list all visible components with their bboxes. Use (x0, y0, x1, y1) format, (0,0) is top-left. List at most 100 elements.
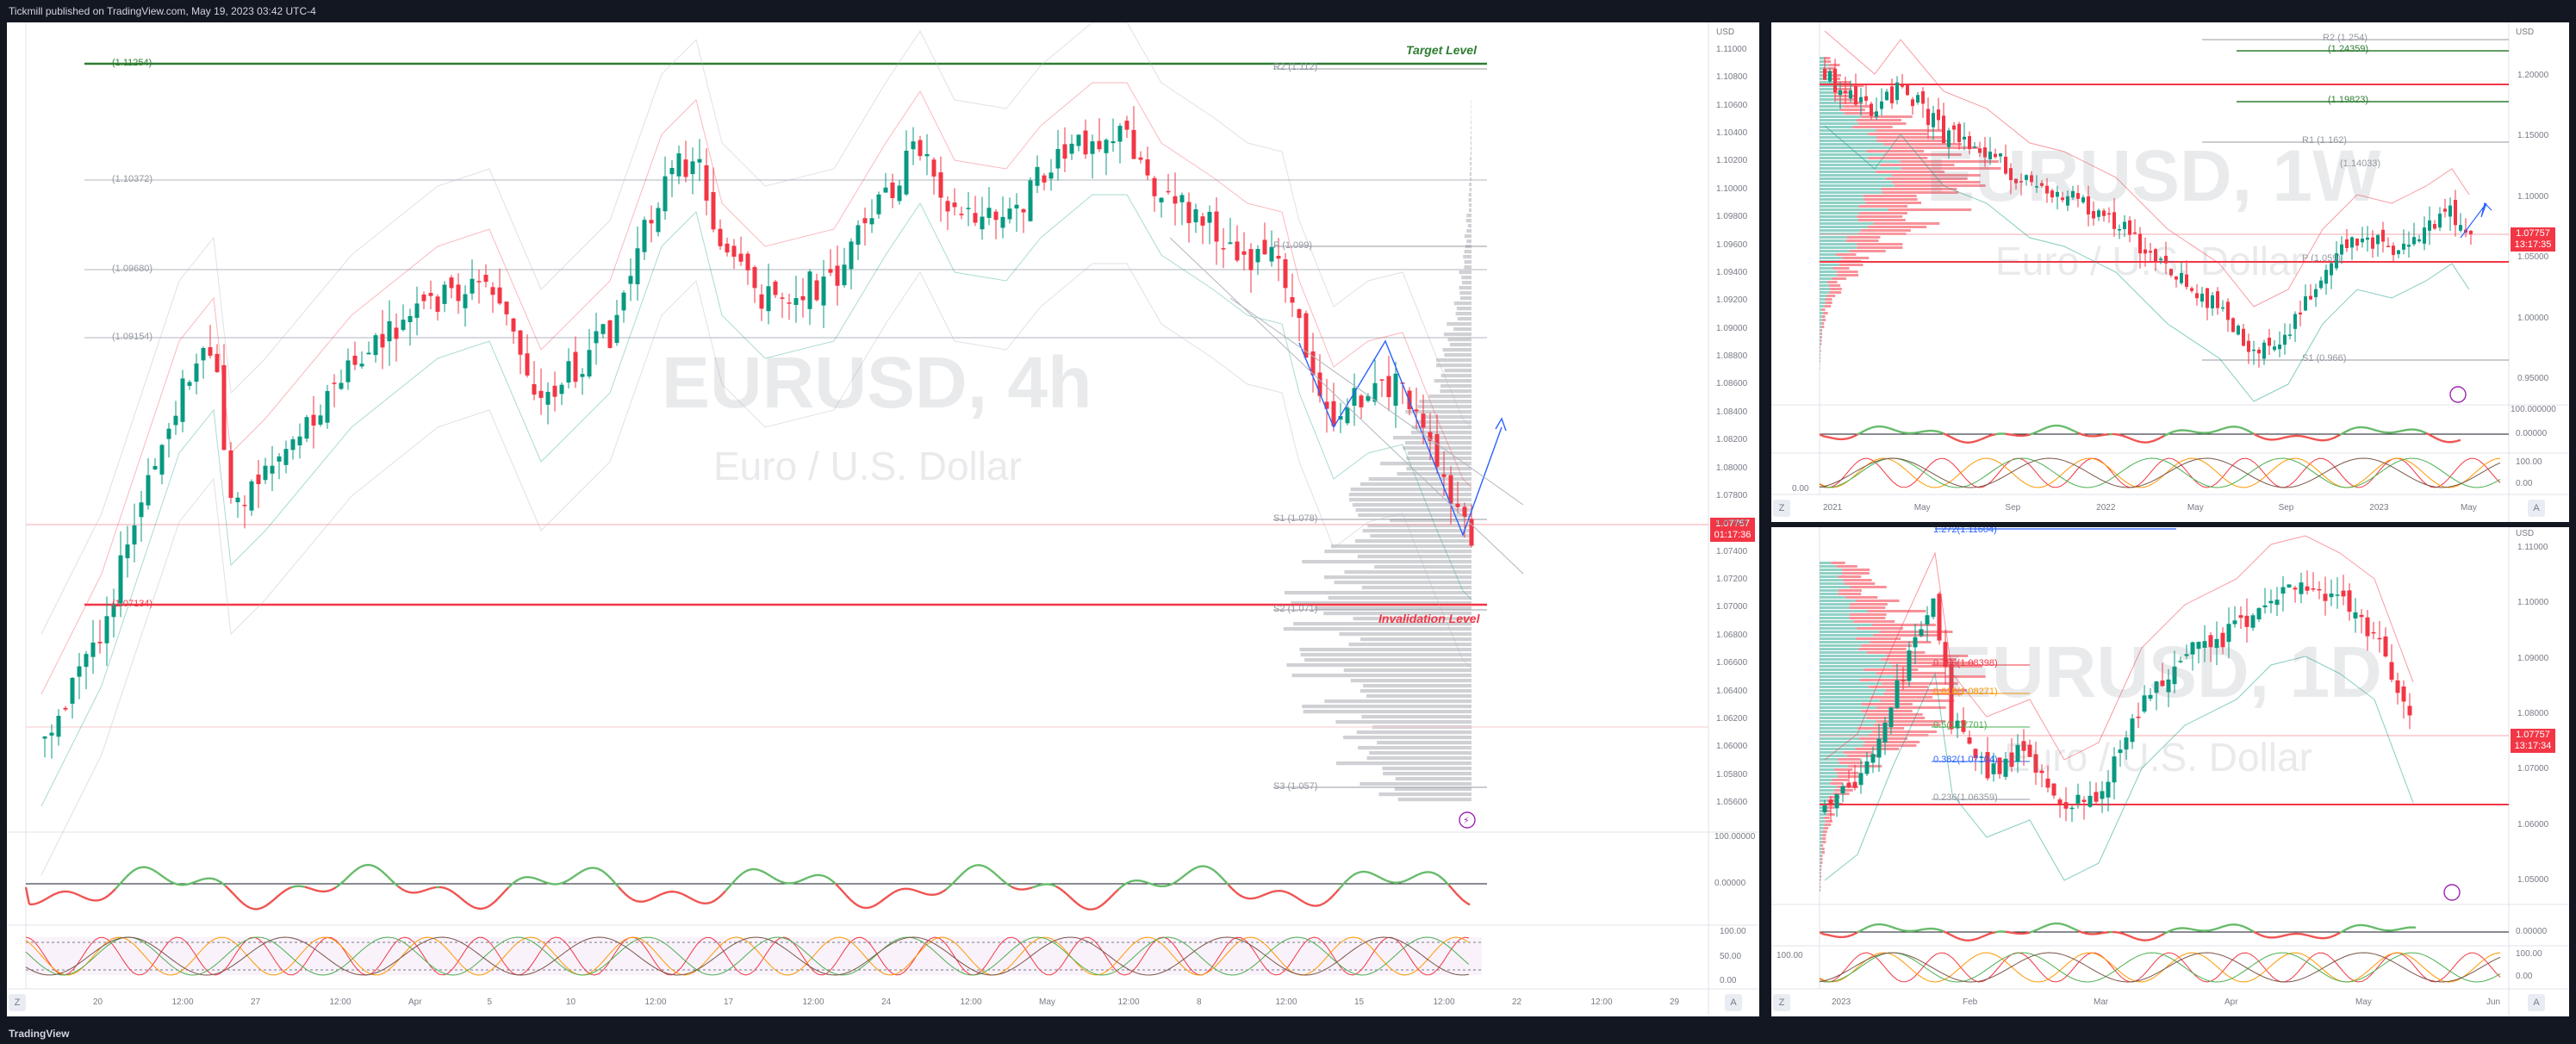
profile-bar (1455, 312, 1472, 316)
osc-segment (342, 878, 347, 883)
profile-bar-down (1837, 772, 1859, 774)
candle-body (2149, 251, 2152, 253)
weekly-auto-scale-button[interactable]: A (2528, 500, 2545, 517)
profile-bar (1471, 115, 1472, 120)
candle-body (1097, 140, 1102, 150)
candle-body (497, 287, 502, 304)
candle-body (2081, 197, 2085, 202)
weekly-alert-bolt-icon[interactable] (2449, 386, 2467, 403)
candle-body (918, 140, 923, 157)
osc-segment (793, 880, 799, 884)
candle-body (2206, 288, 2209, 308)
osc-segment (2160, 932, 2165, 937)
weekly-chart-canvas[interactable] (1771, 22, 2569, 522)
candle-body (580, 374, 585, 377)
profile-bar (1353, 617, 1472, 621)
osc-segment (1317, 903, 1322, 907)
candle-body (318, 415, 323, 425)
daily-alert-bolt-icon[interactable] (2443, 884, 2461, 901)
profile-bar (1470, 146, 1472, 151)
chart-pane-1d[interactable]: EURUSD, 1D Euro / U.S. Dollar 1.272(1.11… (1771, 527, 2569, 1016)
candle-body (787, 302, 792, 304)
profile-bar (1469, 188, 1472, 192)
candle-body (1297, 308, 1302, 319)
candle-body (2021, 741, 2026, 751)
candle-body (2262, 605, 2268, 608)
osc-segment (2156, 436, 2162, 441)
profile-bar (1343, 668, 1472, 673)
profile-bar-down (1836, 565, 1857, 568)
price-axis-label: 1.09800 (1716, 212, 1748, 222)
candle-body (2335, 594, 2340, 596)
profile-bar-up (1820, 620, 1854, 623)
candle-body (380, 333, 385, 348)
candle-body (2237, 326, 2240, 335)
candle-body (152, 465, 158, 470)
profile-bar-down (1853, 620, 1895, 623)
profile-bar-down (1826, 295, 1836, 297)
osc-segment (597, 867, 602, 872)
profile-bar-down (1867, 651, 1926, 654)
osc-segment (2218, 427, 2224, 432)
price-axis-label: 1.11000 (2517, 543, 2548, 552)
chart-pane-4h[interactable]: ⚡ EURUSD, 4h Euro / U.S. Dollar Target L… (7, 22, 1759, 1016)
candle-body (1932, 113, 1935, 127)
candle-body (1839, 90, 1842, 96)
daily-zoom-button[interactable]: Z (1773, 994, 1790, 1011)
daily-osc2-axis-100: 100.00 (2516, 949, 2542, 959)
osc-segment (1864, 926, 1869, 930)
osc-segment (1131, 879, 1136, 882)
profile-bar-down (1827, 281, 1838, 283)
osc-segment (197, 879, 202, 882)
weekly-zoom-button[interactable]: Z (1773, 500, 1790, 517)
profile-bar-down (1876, 136, 1946, 139)
candle-body (325, 391, 330, 423)
candle-body (2035, 186, 2038, 188)
profile-bar-down (1828, 284, 1841, 287)
profile-bar (1471, 126, 1472, 130)
trend-line-2 (1229, 297, 1524, 506)
candle-body (1919, 629, 1924, 637)
profile-bar-up (1820, 686, 1869, 688)
osc-segment (1290, 892, 1295, 898)
candle-body (2106, 781, 2111, 798)
daily-auto-scale-button[interactable]: A (2528, 994, 2545, 1011)
profile-bar (1442, 348, 1472, 352)
osc-segment (1300, 899, 1305, 904)
profile-bar-up (1820, 837, 1823, 840)
profile-bar-up (1820, 755, 1847, 757)
profile-bar-down (1886, 655, 1969, 657)
description-watermark: Euro / U.S. Dollar (713, 444, 1022, 488)
price-axis-label: 1.07400 (1716, 546, 1748, 556)
zoom-button[interactable]: Z (9, 994, 26, 1011)
main-chart-canvas[interactable]: ⚡ (7, 22, 1759, 1016)
profile-bar-down (1892, 174, 1981, 177)
daily-chart-canvas[interactable] (1771, 527, 2569, 1016)
profile-bar-up (1820, 205, 1859, 208)
osc-segment (2122, 932, 2127, 936)
candle-body (2365, 617, 2370, 637)
profile-bar-up (1820, 270, 1838, 273)
chart-pane-1w[interactable]: EURUSD, 1W Euro / U.S. Dollar R2 (1.254)… (1771, 22, 2569, 522)
projection-path[interactable] (1298, 339, 1503, 537)
osc-segment (2425, 432, 2430, 436)
weekly-left-axis: 0.00 (1792, 484, 1809, 494)
profile-bar-up (1820, 167, 1901, 170)
osc-segment (80, 895, 85, 899)
profile-bar (1362, 529, 1472, 533)
weekly-osc2-axis-100: 100.00 (2516, 457, 2542, 467)
osc-segment (642, 899, 647, 903)
time-axis-label: Jun (2486, 997, 2501, 1007)
auto-scale-button[interactable]: A (1725, 994, 1742, 1011)
candle-body (387, 320, 392, 342)
osc-segment (2253, 432, 2258, 437)
weekly-projection-arrow[interactable] (2460, 202, 2492, 239)
alert-bolt-icon[interactable] (1459, 811, 1476, 829)
osc-segment (507, 883, 513, 889)
candle-body (1179, 195, 1185, 202)
candle-body (1994, 153, 1997, 158)
profile-bar (1348, 493, 1472, 497)
candle-body (2057, 799, 2063, 805)
candle-body (594, 331, 599, 344)
osc-segment (2325, 935, 2330, 940)
